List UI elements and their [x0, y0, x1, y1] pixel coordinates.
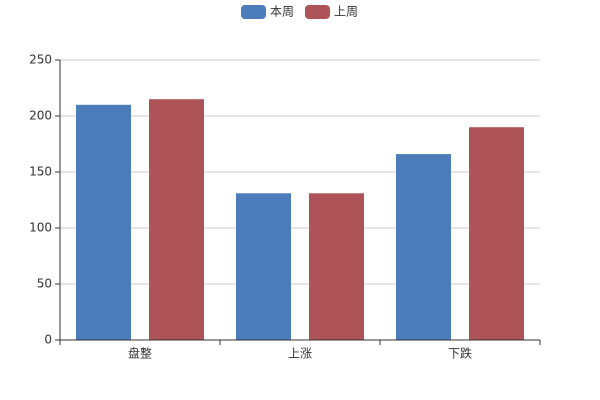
legend-label: 本周	[270, 5, 294, 19]
x-tick-label: 盘整	[128, 346, 152, 361]
y-tick-label: 50	[37, 277, 52, 291]
y-tick-label: 200	[29, 109, 52, 123]
y-tick-label: 0	[44, 333, 52, 347]
x-tick-label: 上涨	[288, 346, 312, 361]
bar	[396, 154, 451, 340]
y-tick-label: 100	[29, 221, 52, 235]
y-tick-label: 150	[29, 165, 52, 179]
bar	[469, 127, 524, 340]
bar	[76, 104, 131, 340]
legend-icon	[305, 5, 330, 19]
legend-label: 上周	[334, 5, 358, 19]
y-tick-label: 250	[29, 53, 52, 67]
bar	[149, 99, 204, 340]
legend-icon	[241, 5, 266, 19]
x-tick-label: 下跌	[448, 346, 472, 361]
bar	[236, 193, 291, 340]
bar	[309, 193, 364, 340]
